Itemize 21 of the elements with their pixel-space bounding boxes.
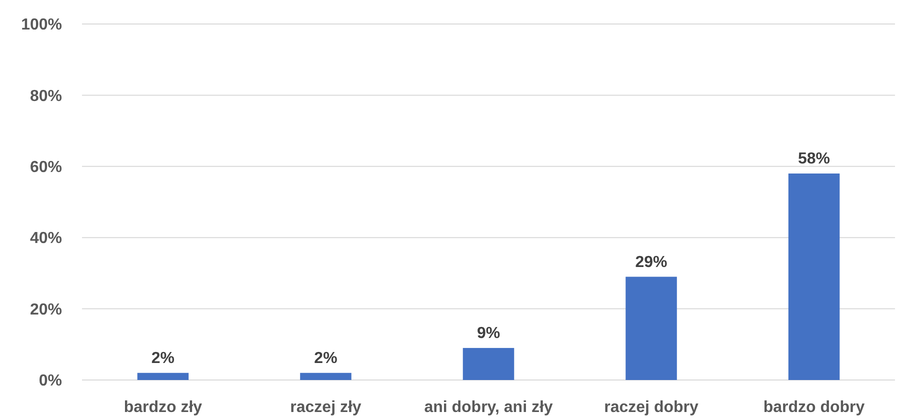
y-tick-label: 80% (30, 88, 62, 105)
y-tick-label: 20% (30, 301, 62, 318)
bar (462, 348, 514, 380)
x-tick-label: raczej zły (290, 399, 362, 416)
y-tick-label: 40% (30, 230, 62, 248)
data-label: 29% (635, 254, 668, 271)
bar (788, 174, 840, 380)
bar (300, 372, 352, 380)
y-tick-label: 100% (21, 16, 62, 34)
x-tick-label: bardzo zły (124, 399, 202, 416)
bar (137, 372, 189, 380)
data-label: 58% (798, 150, 830, 168)
data-label: 2% (151, 350, 175, 367)
x-tick-label: raczej dobry (604, 399, 698, 416)
x-tick-label: bardzo dobry (763, 399, 865, 416)
bar (626, 276, 677, 380)
y-tick-label: 60% (30, 159, 62, 176)
data-label: 2% (314, 350, 338, 367)
data-label: 9% (476, 324, 500, 342)
y-tick-label: 0% (38, 372, 62, 390)
x-tick-label: ani dobry, ani zły (424, 399, 553, 416)
